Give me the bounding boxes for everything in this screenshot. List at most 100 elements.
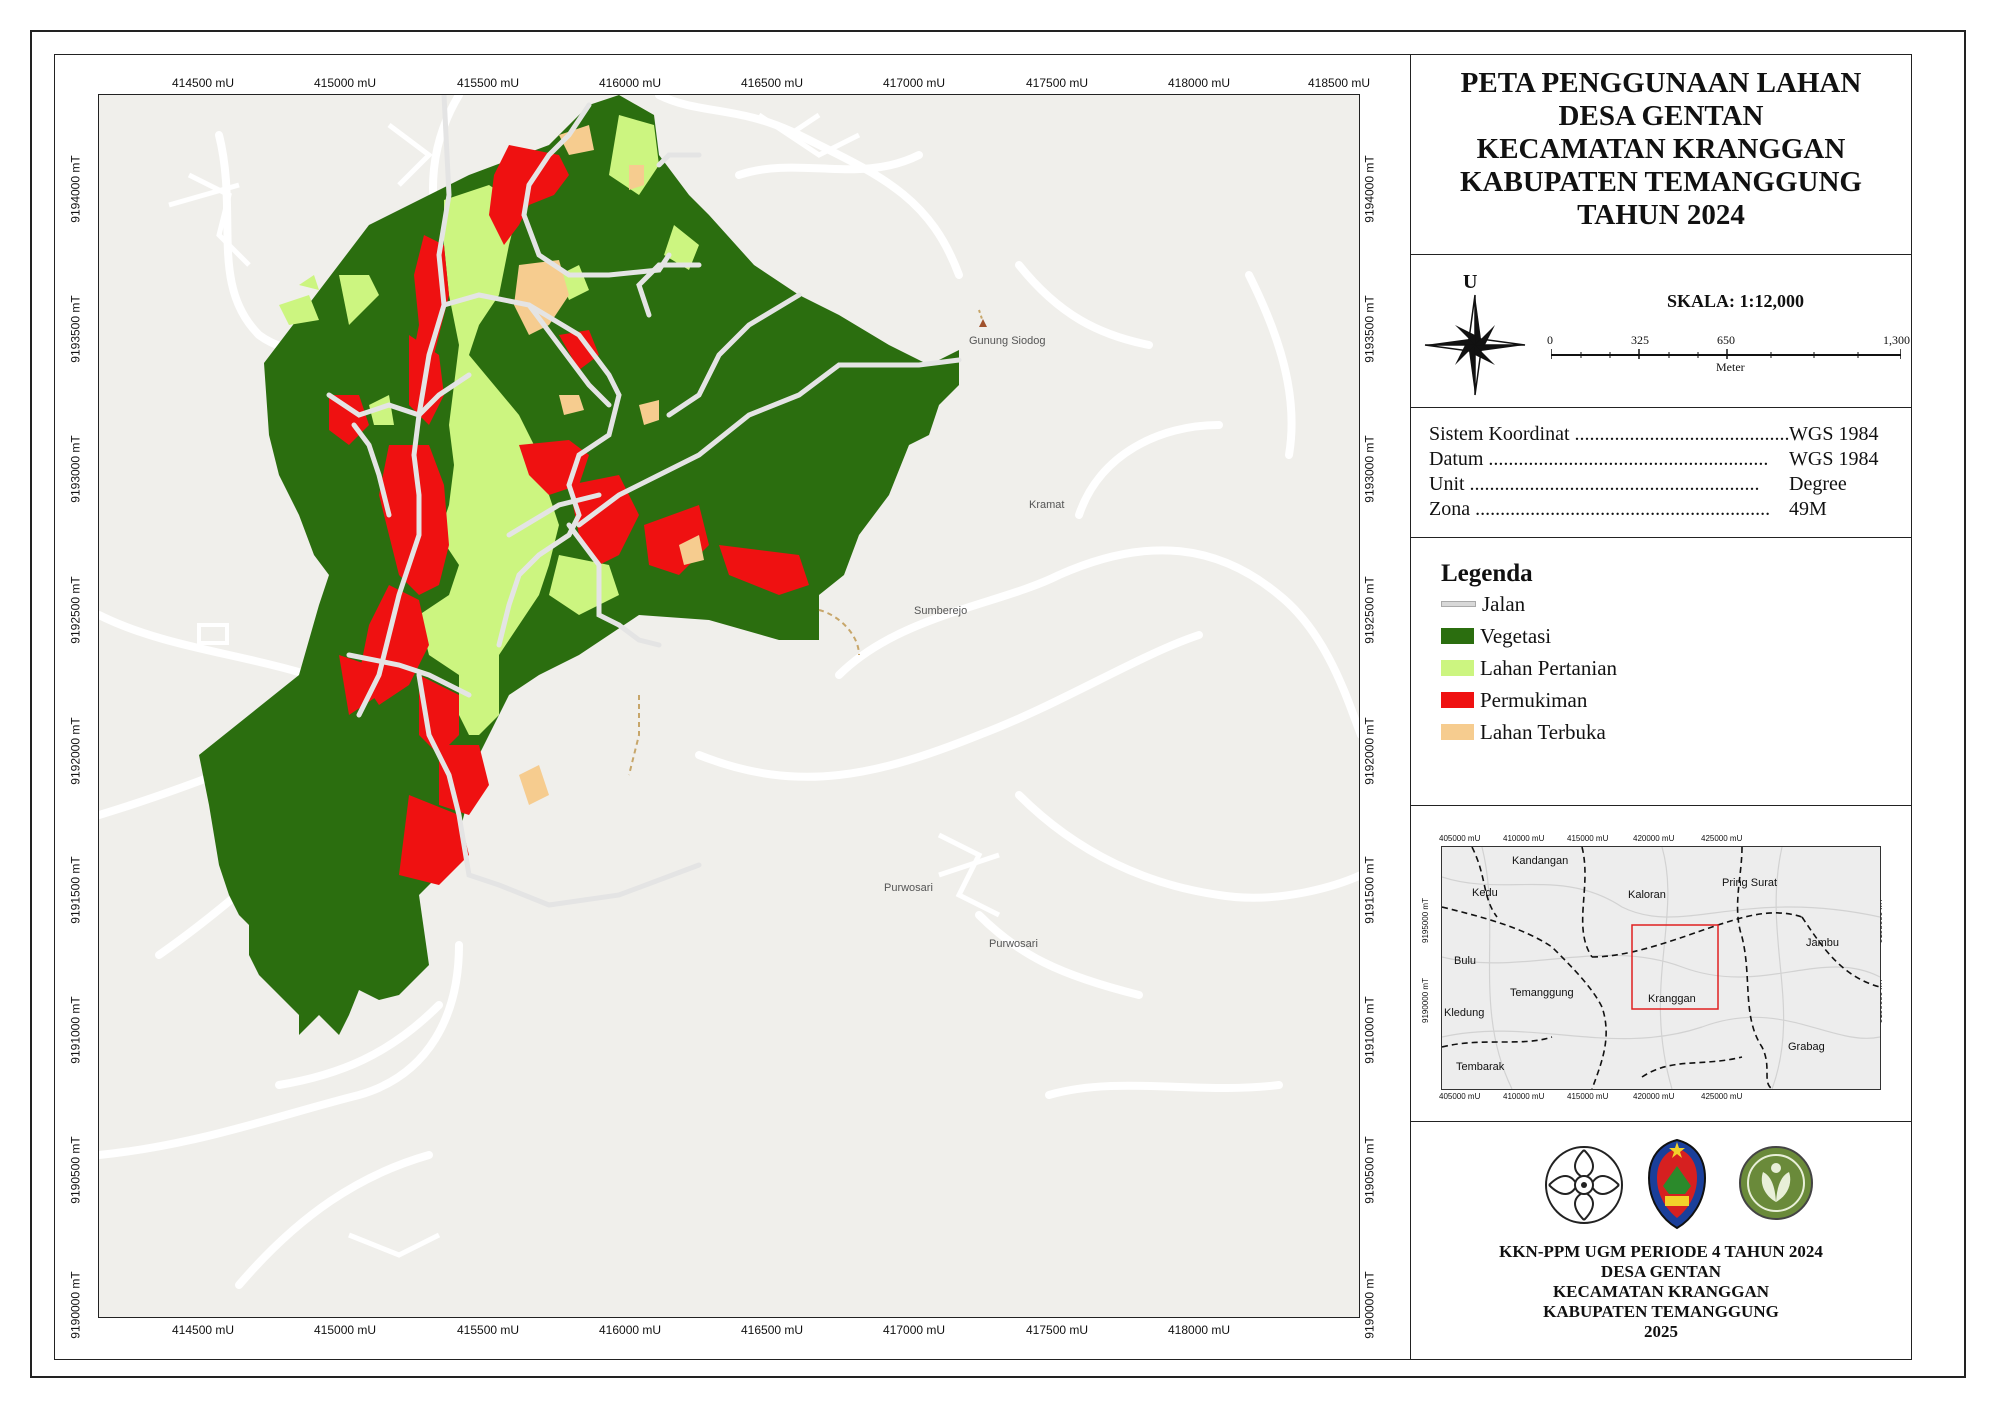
- footer-line: KABUPATEN TEMANGGUNG: [1543, 1302, 1779, 1321]
- y-coord-label: 9194000 mT: [68, 155, 83, 223]
- map-frame: [30, 30, 1966, 1378]
- scale-panel: U SKALA: 1:12,000 0 325 650 1,300 Meter: [1410, 254, 1912, 409]
- inset-place-label: Temanggung: [1510, 987, 1574, 999]
- x-coord-label: 418000 mU: [1168, 1323, 1231, 1337]
- north-label: U: [1463, 271, 1478, 293]
- inset-place-label: Grabag: [1788, 1041, 1825, 1053]
- inset-x-coord: 415000 mU: [1567, 834, 1609, 843]
- lahan-pertanian-area[interactable]: [299, 275, 319, 290]
- lahan-terbuka-area[interactable]: [559, 395, 584, 415]
- inset-place-label: Pring Surat: [1722, 877, 1778, 889]
- y-coord-label: 9192000 mT: [1362, 717, 1377, 785]
- info-row: Zona ...................................…: [1429, 498, 1827, 520]
- y-coord-label: 9191500 mT: [1362, 856, 1377, 924]
- footer-line: 2025: [1644, 1322, 1678, 1341]
- scale-tick-label: 1,300: [1883, 333, 1910, 347]
- inset-x-coord: 415000 mU: [1567, 1092, 1609, 1101]
- lahan-terbuka-area[interactable]: [514, 260, 569, 335]
- x-coord-label: 415500 mU: [457, 1323, 520, 1337]
- legend-item: Permukiman: [1441, 684, 1911, 716]
- permukiman-area[interactable]: [379, 445, 449, 595]
- inset-place-label: Kranggan: [1648, 993, 1696, 1005]
- y-coord-label: 9190000 mT: [68, 1271, 83, 1339]
- y-coord-label: 9193500 mT: [1362, 295, 1377, 363]
- land-use-map[interactable]: Gunung Siodog Kramat Sumberejo Purwosari…: [98, 94, 1360, 1318]
- inset-place-label: Bulu: [1454, 955, 1477, 967]
- place-label: Purwosari: [884, 882, 933, 894]
- place-label: Sumberejo: [914, 605, 968, 617]
- vegetasi-swatch: [1441, 628, 1474, 644]
- footer-line: KKN-PPM UGM PERIODE 4 TAHUN 2024: [1499, 1242, 1823, 1261]
- scale-tick-label: 0: [1547, 333, 1553, 347]
- lahan-pertanian-area[interactable]: [664, 225, 699, 270]
- permukiman-area[interactable]: [439, 745, 489, 815]
- inset-map[interactable]: Kandangan Kedu Kaloran Pring Surat Bulu …: [1441, 846, 1881, 1090]
- inset-relief: [1442, 847, 1880, 1089]
- legend-item: Vegetasi: [1441, 620, 1911, 652]
- lahan-terbuka-area[interactable]: [679, 535, 704, 565]
- info-row: Unit ...................................…: [1429, 473, 1847, 495]
- place-label: Kramat: [1029, 499, 1065, 511]
- inset-y-coord: 9190000 mT: [1420, 978, 1430, 1023]
- x-coord-label: 417500 mU: [1026, 76, 1089, 90]
- x-coord-label: 414500 mU: [172, 76, 235, 90]
- y-coord-label: 9191000 mT: [1362, 996, 1377, 1064]
- x-coord-label: 415500 mU: [457, 76, 520, 90]
- x-coord-label: 415000 mU: [314, 1323, 377, 1337]
- x-coord-label: 416000 mU: [599, 76, 662, 90]
- legend-item: Jalan: [1441, 588, 1911, 620]
- x-coord-label: 418500 mU: [1308, 76, 1371, 90]
- footer-line: DESA GENTAN: [1600, 1262, 1722, 1281]
- x-coord-label: 417000 mU: [883, 76, 946, 90]
- place-label: Purwosari: [989, 938, 1038, 950]
- inset-x-coord: 420000 mU: [1633, 834, 1675, 843]
- lahan-pertanian-area[interactable]: [339, 275, 379, 325]
- title-line: TAHUN 2024: [1577, 199, 1745, 231]
- footer-line: KECAMATAN KRANGGAN: [1552, 1282, 1770, 1301]
- permukiman-area[interactable]: [399, 795, 469, 885]
- inset-x-coord: 410000 mU: [1503, 834, 1545, 843]
- map-title: PETA PENGGUNAAN LAHAN DESA GENTAN KECAMA…: [1411, 55, 1911, 232]
- lahan-terbuka-area[interactable]: [639, 400, 659, 425]
- legend-panel: Legenda Jalan Vegetasi Lahan Pertanian P…: [1410, 537, 1912, 807]
- footer-panel: KKN-PPM UGM PERIODE 4 TAHUN 2024 DESA GE…: [1410, 1121, 1912, 1360]
- y-coord-label: 9192500 mT: [1362, 576, 1377, 644]
- inset-x-coord: 420000 mU: [1633, 1092, 1675, 1101]
- x-coord-label: 416500 mU: [741, 1323, 804, 1337]
- scale-label: SKALA: 1:12,000: [1667, 291, 1805, 311]
- trail: [818, 609, 860, 656]
- trail: [628, 695, 640, 776]
- info-row: Datum ..................................…: [1429, 448, 1879, 470]
- permukiman-area[interactable]: [719, 545, 809, 595]
- lahan-pertanian-area[interactable]: [419, 185, 559, 735]
- lahan-pertanian-area[interactable]: [279, 295, 319, 325]
- info-panel: Sistem Koordinat .......................…: [1410, 407, 1912, 539]
- legend-title: Legenda: [1441, 560, 1533, 587]
- ugm-seal-logo: [1545, 1146, 1623, 1224]
- y-coord-label: 9193500 mT: [68, 295, 83, 363]
- scale-tick-label: 650: [1717, 333, 1735, 347]
- sports-field: [197, 623, 229, 645]
- title-panel: PETA PENGGUNAAN LAHAN DESA GENTAN KECAMA…: [1410, 54, 1912, 256]
- x-coord-label: 418000 mU: [1168, 76, 1231, 90]
- place-label: Gunung Siodog: [969, 335, 1046, 347]
- roads: [326, 95, 962, 908]
- inset-place-label: Jambu: [1806, 937, 1840, 949]
- info-row: Sistem Koordinat .......................…: [1429, 423, 1879, 445]
- scale-unit: Meter: [1716, 360, 1745, 374]
- lahan-terbuka-area[interactable]: [629, 165, 644, 190]
- map-canvas: [99, 95, 1359, 1289]
- permukiman-area[interactable]: [559, 330, 599, 370]
- y-coord-label: 9193000 mT: [1362, 435, 1377, 503]
- north-arrow-icon: [1424, 294, 1526, 396]
- terbuka-swatch: [1441, 724, 1474, 740]
- y-coord-label: 9194000 mT: [1362, 155, 1377, 223]
- road-swatch: [1441, 601, 1476, 607]
- y-coord-label: 9193000 mT: [68, 435, 83, 503]
- lahan-terbuka-area[interactable]: [519, 765, 549, 805]
- inset-place-label: Kedu: [1472, 887, 1498, 899]
- footer-text: KKN-PPM UGM PERIODE 4 TAHUN 2024 DESA GE…: [1411, 1242, 1911, 1342]
- x-coord-label: 417000 mU: [883, 1323, 946, 1337]
- lahan-pertanian-area[interactable]: [609, 115, 659, 195]
- inset-x-coord: 410000 mU: [1503, 1092, 1545, 1101]
